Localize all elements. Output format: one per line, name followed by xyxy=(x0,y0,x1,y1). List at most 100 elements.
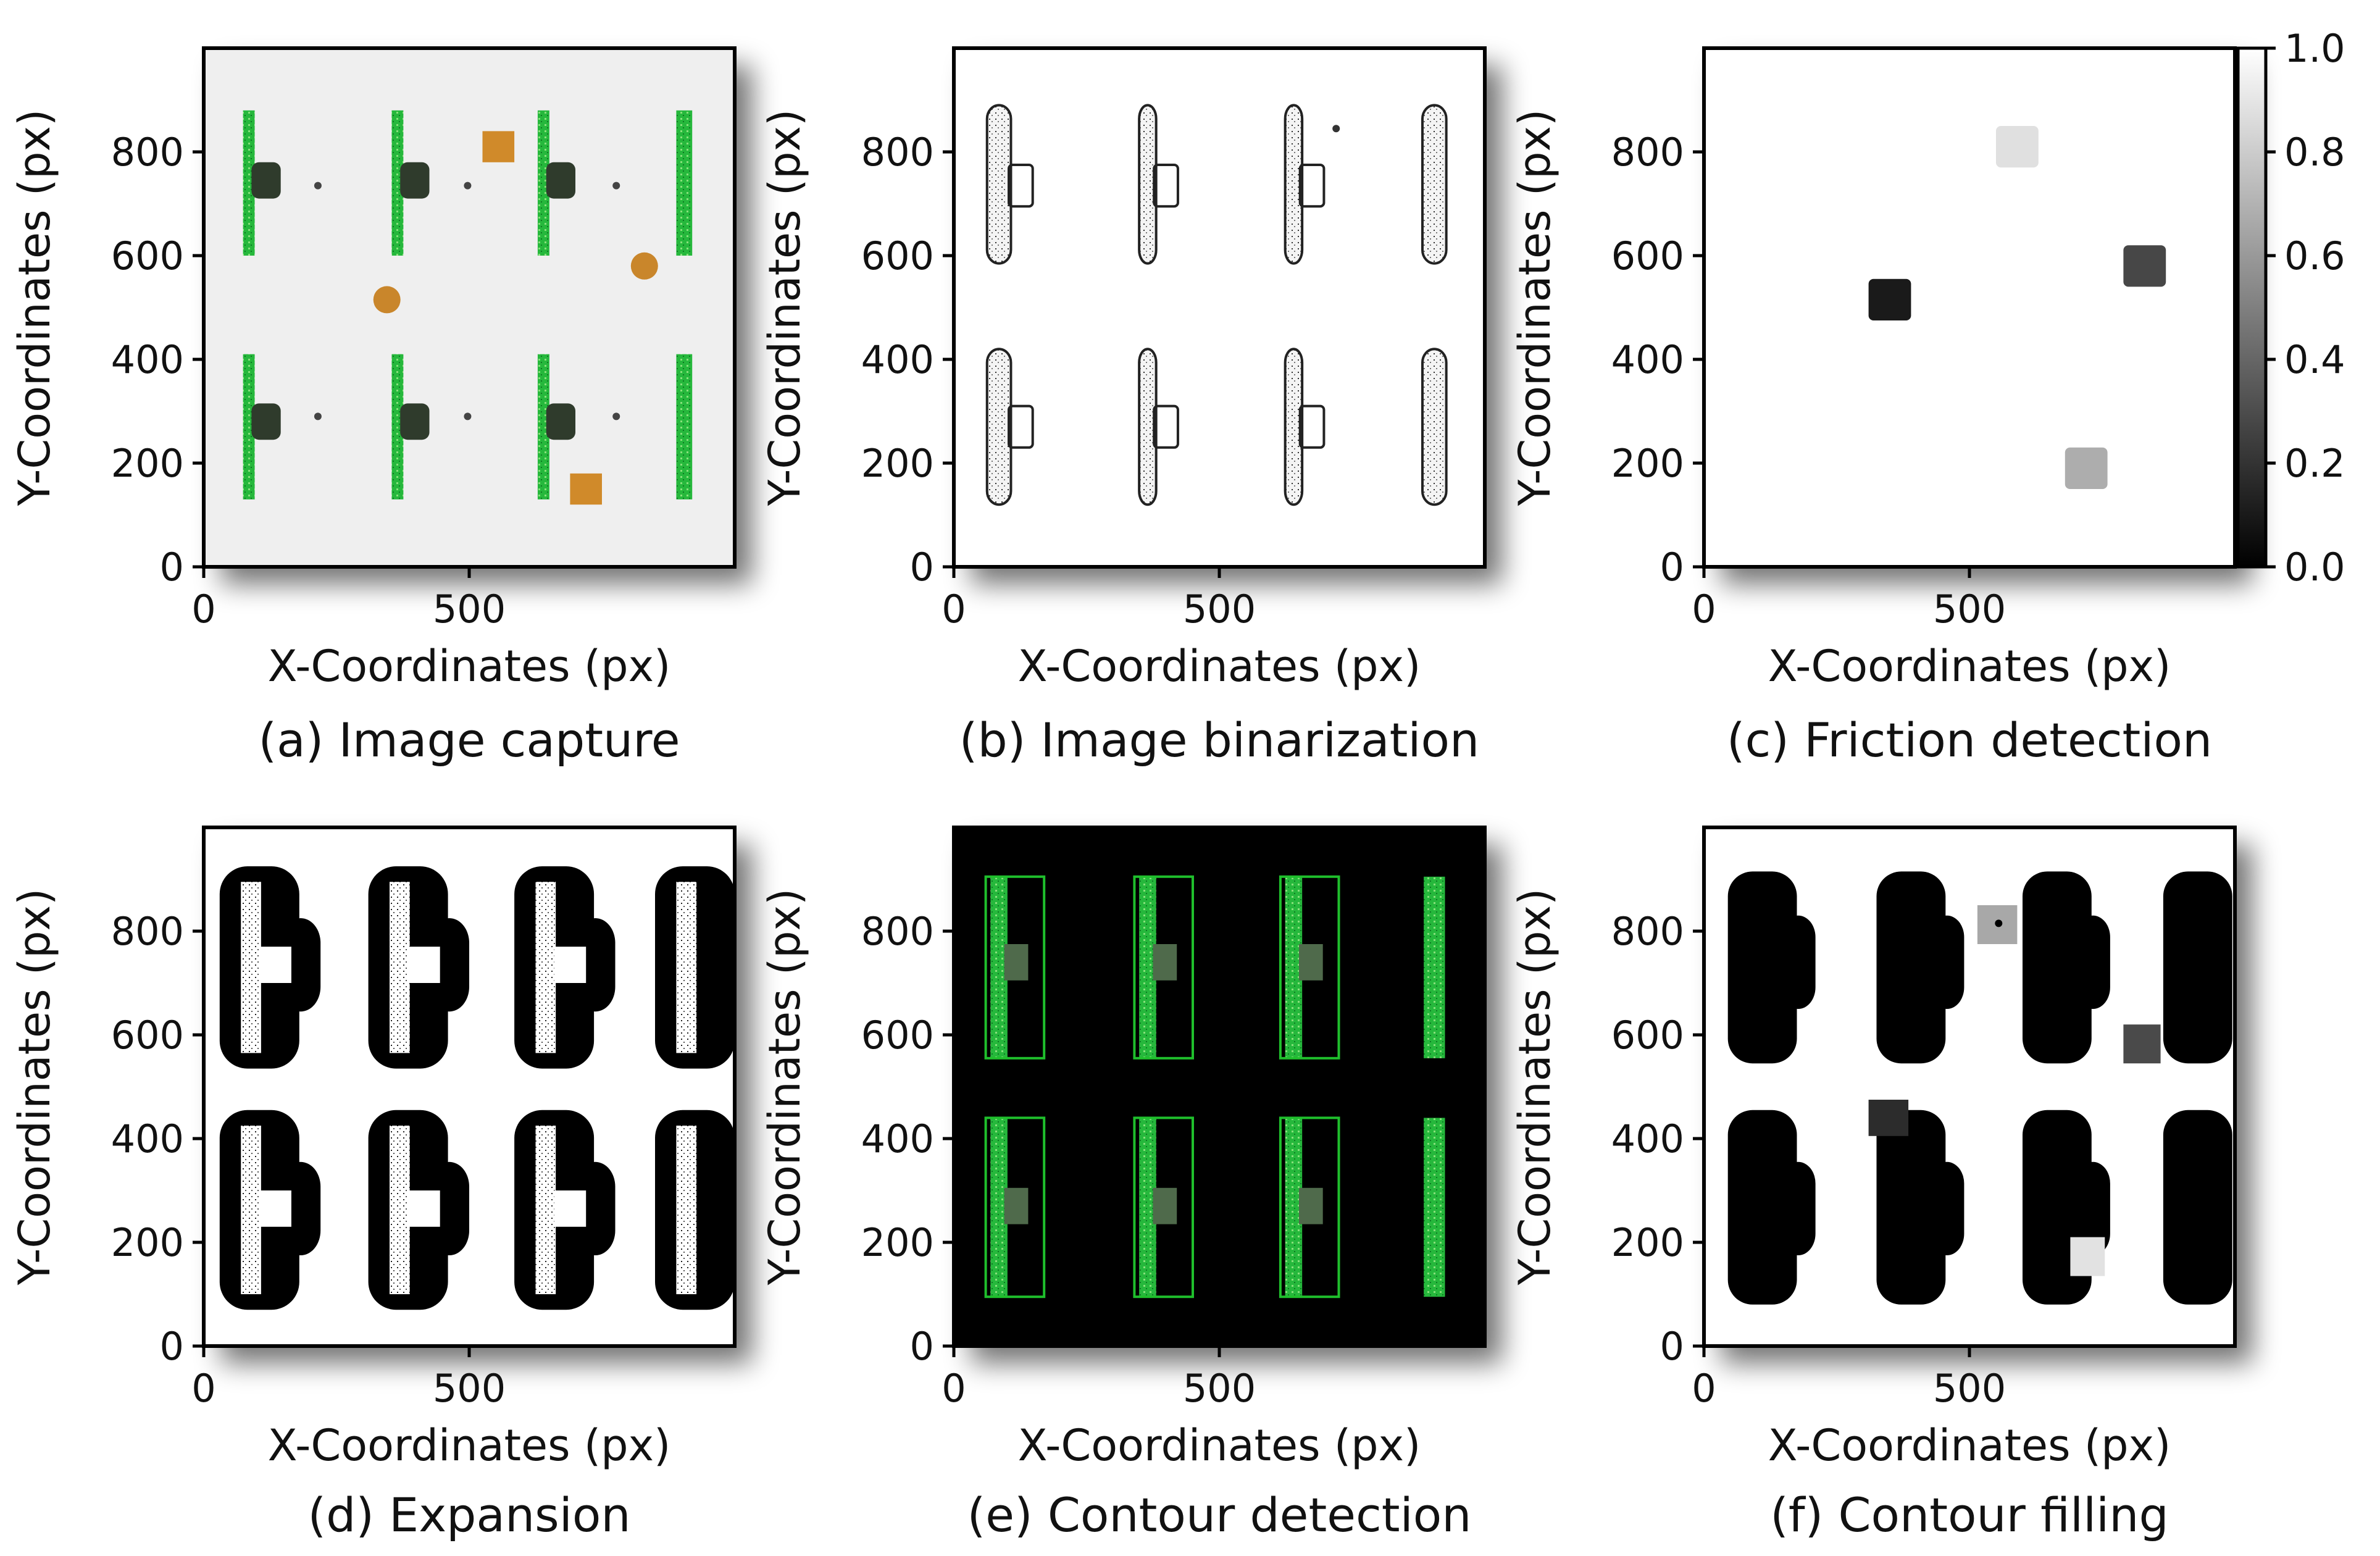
panel-caption: (b) Image binarization xyxy=(959,713,1479,768)
y-tick-label: 200 xyxy=(861,441,934,486)
filled-region xyxy=(2076,1161,2110,1255)
y-tick-label: 400 xyxy=(1611,1116,1684,1161)
block xyxy=(251,162,281,199)
colorbar-tick-label: 0.2 xyxy=(2284,441,2345,486)
strip-outline xyxy=(985,104,1013,265)
block-interior xyxy=(408,1190,440,1227)
block xyxy=(546,403,575,440)
colorbar-tick-label: 1.0 xyxy=(2284,26,2345,71)
block xyxy=(1004,1187,1029,1224)
filled-region xyxy=(1876,871,1946,1064)
vegetation-strip xyxy=(243,354,255,500)
vegetation-strip xyxy=(391,110,404,256)
bounding-box xyxy=(1279,1116,1340,1299)
panel-caption: (e) Contour detection xyxy=(967,1487,1472,1542)
panel-c: 0 500 0 200 400 600 800 X-Coordinates (px) Y-Coo… xyxy=(1509,46,2237,768)
y-axis-label: Y-Coordinates (px) xyxy=(9,109,60,507)
y-tick-label: 600 xyxy=(1611,233,1684,278)
panel-b: 0 500 0 200 400 600 800 X-Coordinates (px) Y-Coo… xyxy=(759,46,1487,768)
y-tick-label: 200 xyxy=(1611,441,1684,486)
vegetation-strip xyxy=(391,354,404,500)
panel-caption: (d) Expansion xyxy=(307,1487,630,1542)
y-tick-label: 0 xyxy=(1660,1324,1684,1369)
block xyxy=(400,403,430,440)
filled-region xyxy=(1781,1161,1816,1255)
plot-area xyxy=(1704,48,2235,567)
panel-caption: (c) Friction detection xyxy=(1727,713,2212,768)
friction-point xyxy=(1868,278,1911,320)
debris-square xyxy=(570,473,602,505)
image-content xyxy=(1727,871,2232,1305)
x-tick-label: 0 xyxy=(942,1366,966,1411)
debris-dot xyxy=(464,182,472,190)
expanded-region xyxy=(280,1161,321,1255)
expanded-region xyxy=(429,918,469,1012)
block xyxy=(251,403,281,440)
block-outline xyxy=(1298,164,1326,208)
y-tick-label: 400 xyxy=(111,1116,184,1161)
x-axis-label: X-Coordinates (px) xyxy=(1768,641,2171,692)
y-tick-label: 800 xyxy=(1611,130,1684,175)
debris-dot xyxy=(314,412,322,420)
y-tick-label: 600 xyxy=(1611,1013,1684,1058)
x-tick-label: 500 xyxy=(1933,587,2006,632)
block xyxy=(1153,944,1177,981)
image-content xyxy=(243,110,693,505)
y-tick-label: 0 xyxy=(910,1324,934,1369)
strip-interior xyxy=(676,1126,697,1294)
vegetation-strip xyxy=(537,110,549,256)
debris-patch xyxy=(2123,1024,2161,1064)
filled-region xyxy=(1727,871,1797,1064)
strip-interior xyxy=(241,1126,261,1294)
y-axis-label: Y-Coordinates (px) xyxy=(759,889,810,1286)
x-tick-label: 0 xyxy=(191,587,215,632)
debris-dot xyxy=(1995,919,2003,927)
y-tick-label: 200 xyxy=(111,1220,184,1265)
strip-outline xyxy=(985,348,1013,506)
colorbar-tick-label: 0.0 xyxy=(2284,545,2345,590)
colorbar-tick-label: 0.8 xyxy=(2284,130,2345,175)
vegetation-strip xyxy=(243,110,255,256)
y-tick-label: 600 xyxy=(111,1013,184,1058)
vegetation-strip xyxy=(676,354,693,500)
expanded-region xyxy=(575,918,616,1012)
y-tick-label: 600 xyxy=(111,233,184,278)
block xyxy=(1004,944,1029,981)
x-axis-label: X-Coordinates (px) xyxy=(1018,641,1421,692)
x-tick-label: 0 xyxy=(1692,587,1716,632)
colorbar-tick-label: 0.4 xyxy=(2284,337,2345,382)
x-tick-label: 0 xyxy=(942,587,966,632)
panel-d: 0 500 0 200 400 600 800 X-Coordinates (px) Y-Coo… xyxy=(9,826,737,1542)
block-outline xyxy=(1008,404,1034,449)
block-outline xyxy=(1298,404,1326,449)
y-tick-label: 200 xyxy=(111,441,184,486)
bounding-box xyxy=(984,875,1046,1060)
y-tick-label: 400 xyxy=(1611,337,1684,382)
x-axis-label: X-Coordinates (px) xyxy=(268,641,671,692)
y-axis-label: Y-Coordinates (px) xyxy=(759,109,810,507)
y-tick-label: 0 xyxy=(160,545,184,590)
block-interior xyxy=(259,947,291,983)
strip-outline xyxy=(1421,104,1448,265)
y-tick-label: 400 xyxy=(111,337,184,382)
debris-patch xyxy=(2070,1237,2105,1276)
image-content xyxy=(985,104,1448,506)
y-axis-label: Y-Coordinates (px) xyxy=(1509,889,1560,1286)
y-tick-label: 200 xyxy=(1611,1220,1684,1265)
y-axis-label: Y-Coordinates (px) xyxy=(1509,109,1560,507)
debris-patch xyxy=(1868,1100,1909,1136)
panel-e: 0 500 0 200 400 600 800 X-Coordinates (px) Y-Coo… xyxy=(759,826,1487,1542)
y-tick-label: 0 xyxy=(1660,545,1684,590)
panel-a: 0 500 0 200 400 600 800 X-Coordinates (px) Y-Coo… xyxy=(9,46,737,768)
vegetation-strip xyxy=(1424,1118,1445,1297)
bounding-box xyxy=(984,1116,1046,1299)
block xyxy=(1299,1187,1323,1224)
filled-region xyxy=(2023,871,2092,1064)
image-content xyxy=(984,875,1445,1299)
debris-dot xyxy=(1332,125,1340,133)
y-tick-label: 200 xyxy=(861,1220,934,1265)
y-tick-label: 0 xyxy=(910,545,934,590)
strip-outline xyxy=(1421,348,1448,506)
y-tick-label: 0 xyxy=(160,1324,184,1369)
colorbar-tick-label: 0.6 xyxy=(2284,233,2345,278)
